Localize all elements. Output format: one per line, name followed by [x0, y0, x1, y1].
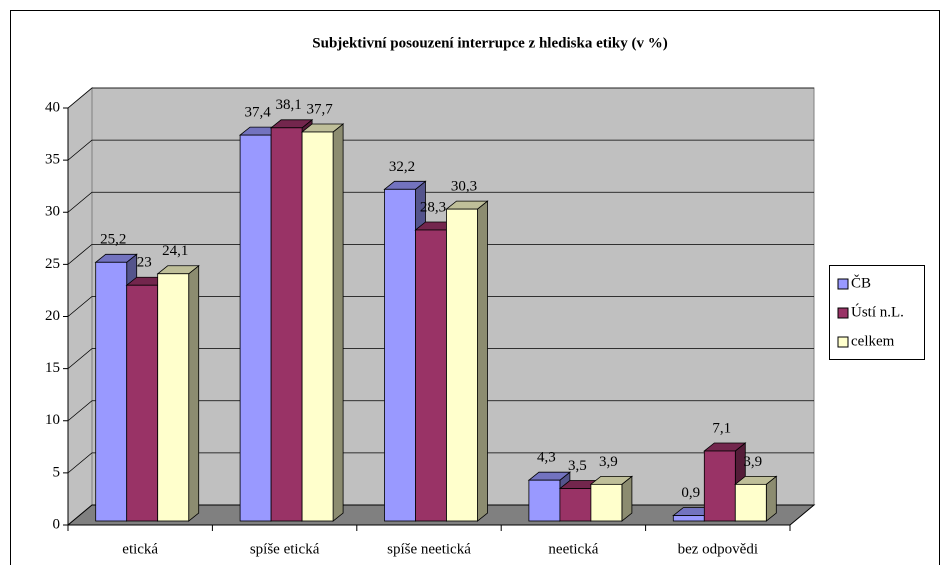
value-label: 37,4 — [244, 105, 271, 121]
value-label: 3,5 — [568, 458, 587, 474]
value-label: 25,2 — [100, 232, 126, 248]
bar — [703, 450, 736, 522]
x-tick-label: etická — [122, 541, 158, 557]
bar — [384, 188, 416, 522]
bar — [672, 515, 705, 522]
value-label: 3,9 — [743, 454, 762, 470]
value-label: 4,3 — [537, 450, 556, 466]
value-label: 23 — [137, 255, 152, 271]
grid-line — [67, 191, 814, 213]
x-tick-label: spíše neetická — [387, 541, 471, 557]
value-label: 3,9 — [599, 454, 618, 470]
x-tick-label: neetická — [548, 541, 598, 557]
x-tick-label: bez odpovědi — [678, 541, 758, 557]
bar — [734, 483, 767, 522]
y-tick-label: 35 — [45, 152, 60, 168]
y-tick-label: 10 — [45, 412, 60, 428]
y-tick-label: 0 — [53, 516, 61, 532]
bar-side — [477, 200, 488, 522]
x-tick-label: spíše etická — [250, 541, 320, 557]
legend-label: celkem — [851, 333, 895, 349]
grid-line — [67, 243, 814, 265]
value-label: 7,1 — [712, 420, 731, 436]
grid-line — [67, 452, 814, 474]
legend-label: Ústí n.L. — [851, 303, 904, 320]
y-tick-label: 5 — [53, 464, 61, 480]
bar — [126, 284, 159, 522]
value-label: 28,3 — [420, 199, 446, 215]
y-tick-label: 20 — [45, 308, 60, 324]
grid-line — [67, 139, 814, 161]
value-label: 38,1 — [275, 97, 301, 113]
bar — [446, 208, 478, 522]
bar — [239, 134, 272, 522]
y-tick-label: 40 — [45, 99, 60, 115]
grid-line — [67, 296, 814, 317]
value-label: 32,2 — [389, 159, 415, 175]
bar — [559, 488, 592, 522]
value-label: 0,9 — [681, 485, 700, 501]
bar-side — [188, 264, 200, 522]
bar — [270, 127, 303, 522]
bar — [590, 483, 623, 522]
value-label: 37,7 — [306, 101, 333, 117]
value-label: 24,1 — [162, 243, 188, 259]
y-tick-label: 25 — [45, 256, 60, 272]
y-tick-label: 15 — [45, 360, 60, 376]
grid-line — [67, 348, 814, 369]
bar — [415, 229, 447, 522]
bar — [301, 131, 334, 522]
bar-side — [332, 123, 344, 522]
legend-label: ČB — [851, 274, 871, 291]
bar — [528, 479, 561, 522]
bar — [157, 273, 190, 522]
grid-line — [67, 400, 814, 422]
value-label: 30,3 — [451, 179, 477, 195]
legend-swatch — [837, 336, 849, 348]
bar — [95, 261, 128, 522]
chart-title: Subjektivní posouzení interrupce z hledi… — [312, 35, 667, 51]
y-tick-label: 30 — [45, 204, 60, 220]
legend-swatch — [837, 307, 849, 319]
grid-line — [67, 87, 814, 109]
legend-swatch — [837, 278, 849, 290]
